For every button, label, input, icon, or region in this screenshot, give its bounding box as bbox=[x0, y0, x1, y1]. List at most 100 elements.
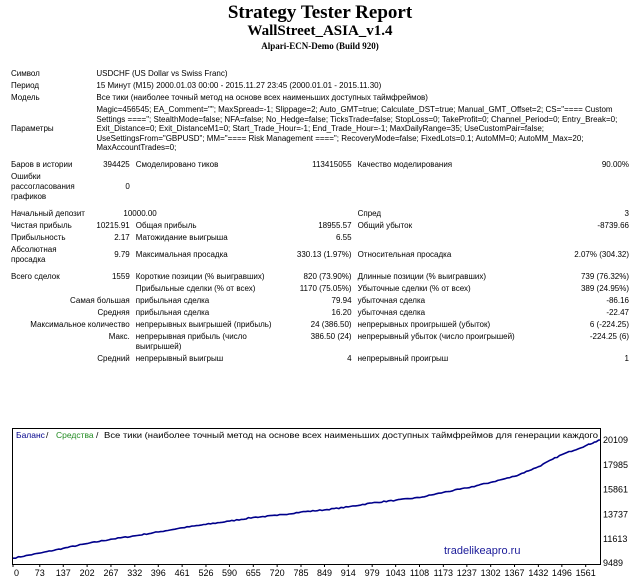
maxdd-value: 330.13 (1.97%) bbox=[296, 249, 352, 259]
y-tick-label: 9489 bbox=[603, 558, 623, 568]
row-profit-trades: Прибыльные сделки (% от всех) 1170 (75.0… bbox=[8, 283, 632, 295]
average-loss-value: -22.47 bbox=[606, 307, 629, 317]
netprofit-value: 10215.91 bbox=[96, 220, 130, 230]
maxcons-wins-value: 24 (386.50) bbox=[310, 319, 352, 329]
largest-loss-label: убыточная сделка bbox=[357, 295, 426, 305]
ticks-label: Смоделировано тиков bbox=[135, 159, 219, 169]
x-tick-label: 655 bbox=[246, 568, 261, 578]
row-bars: Баров в истории 394425 Смоделировано тик… bbox=[8, 159, 632, 171]
report-title: Strategy Tester Report bbox=[227, 2, 413, 23]
long-label: Длинные позиции (% выигравших) bbox=[357, 271, 487, 281]
bars-value: 394425 bbox=[103, 159, 130, 169]
x-tick-label: 1302 bbox=[481, 568, 501, 578]
spread-value: 3 bbox=[624, 208, 629, 218]
average-profit-label: прибыльная сделка bbox=[135, 307, 210, 317]
row-model: Модель Все тики (наиболее точный метод н… bbox=[8, 92, 632, 104]
row-errors: Ошибки рассогласования графиков 0 bbox=[8, 171, 632, 203]
legend-model-text: Все тики (наиболее точный метод на основ… bbox=[104, 430, 598, 440]
x-tick-label: 1173 bbox=[434, 568, 453, 578]
errors-value: 0 bbox=[125, 181, 130, 191]
row-deposit: Начальный депозит 10000.00 Спред 3 bbox=[8, 208, 632, 220]
row-dd: Абсолютная просадка 9.79 Максимальная пр… bbox=[8, 244, 632, 266]
quality-label: Качество моделирования bbox=[357, 159, 453, 169]
x-tick-label: 720 bbox=[270, 568, 285, 578]
trades-label: Всего сделок bbox=[11, 271, 60, 281]
grossloss-label: Общий убыток bbox=[357, 220, 413, 230]
y-tick-label: 17985 bbox=[603, 460, 628, 470]
y-tick-label: 11613 bbox=[603, 534, 627, 544]
avg-label: Средний bbox=[97, 353, 130, 363]
row-maxcount: Максимальное количество непрерывных выиг… bbox=[8, 319, 632, 331]
avgcons-wins-label: непрерывный выигрыш bbox=[135, 353, 224, 363]
average-loss-label: убыточная сделка bbox=[357, 307, 426, 317]
deposit-label: Начальный депозит bbox=[11, 208, 85, 218]
expected-value: 6.55 bbox=[336, 232, 352, 242]
maxcons-wins-label: непрерывных выигрышей (прибыль) bbox=[135, 319, 272, 329]
max-label: Макс. bbox=[108, 331, 130, 341]
x-tick-label: 396 bbox=[151, 568, 166, 578]
x-tick-label: 979 bbox=[365, 568, 380, 578]
x-axis: 0 73 137 202 267 332 396 461 526 590 655 720 785 849 9… bbox=[12, 564, 596, 578]
x-tick-label: 1496 bbox=[552, 568, 572, 578]
legend-separator: / bbox=[46, 430, 49, 440]
x-tick-label: 914 bbox=[341, 568, 356, 578]
avgcons-losses-label: непрерывный проигрыш bbox=[357, 353, 449, 363]
expected-label: Матожидание выигрыша bbox=[135, 232, 228, 242]
x-tick-label: 1367 bbox=[505, 568, 525, 578]
profit-trades-value: 1170 (75.05%) bbox=[299, 283, 352, 293]
spread-label: Спред bbox=[357, 208, 382, 218]
ticks-value: 113415055 bbox=[312, 159, 352, 169]
avgcons-losses-value: 1 bbox=[624, 353, 629, 363]
balance-chart: Баланс / Средства / Все тики (наиболее т… bbox=[12, 428, 628, 578]
y-tick-label: 15861 bbox=[603, 485, 628, 495]
legend-equity: Средства bbox=[56, 430, 94, 440]
watermark: tradelikeapro.ru bbox=[444, 545, 520, 557]
row-trades: Всего сделок 1559 Короткие позиции (% вы… bbox=[8, 271, 632, 283]
quality-value: 90.00% bbox=[601, 159, 629, 169]
grossprofit-value: 18955.57 bbox=[318, 220, 352, 230]
loss-trades-label: Убыточные сделки (% от всех) bbox=[357, 283, 471, 293]
maxcons-loss-label: непрерывный убыток (число проигрышей) bbox=[357, 331, 515, 341]
report-table: Символ USDCHF (US Dollar vs Swiss Franc)… bbox=[8, 68, 632, 365]
absdd-label: Абсолютная просадка bbox=[11, 244, 57, 264]
largest-profit-label: прибыльная сделка bbox=[135, 295, 210, 305]
maxcons-profit-value: 386.50 (24) bbox=[310, 331, 352, 341]
absdd-value: 9.79 bbox=[114, 249, 130, 259]
long-value: 739 (76.32%) bbox=[580, 271, 629, 281]
bars-label: Баров в истории bbox=[11, 159, 73, 169]
server-name: Alpari-ECN-Demo (Build 920) bbox=[261, 41, 379, 51]
x-tick-label: 849 bbox=[317, 568, 332, 578]
row-period: Период 15 Минут (M15) 2000.01.03 00:00 -… bbox=[8, 80, 632, 92]
maxcons-losses-value: 6 (-224.25) bbox=[589, 319, 629, 329]
largest-profit-value: 79.94 bbox=[331, 295, 352, 305]
reldd-label: Относительная просадка bbox=[357, 249, 452, 259]
grossloss-value: -8739.66 bbox=[597, 220, 629, 230]
y-tick-label: 20109 bbox=[603, 435, 628, 445]
x-tick-label: 1108 bbox=[410, 568, 429, 578]
maxcount-label: Максимальное количество bbox=[30, 319, 130, 329]
row-pf: Прибыльность 2.17 Матожидание выигрыша 6… bbox=[8, 232, 632, 244]
maxcons-loss-value: -224.25 (6) bbox=[589, 331, 629, 341]
x-tick-label: 785 bbox=[293, 568, 308, 578]
grossprofit-label: Общая прибыль bbox=[135, 220, 197, 230]
x-tick-label: 1043 bbox=[386, 568, 406, 578]
x-tick-label: 1561 bbox=[576, 568, 596, 578]
row-largest: Самая большая прибыльная сделка 79.94 уб… bbox=[8, 295, 632, 307]
legend-balance: Баланс bbox=[16, 430, 46, 440]
pf-label: Прибыльность bbox=[11, 232, 66, 242]
x-tick-label: 1237 bbox=[457, 568, 477, 578]
period-value: 15 Минут (M15) 2000.01.03 00:00 - 2015.1… bbox=[96, 81, 382, 90]
x-tick-label: 332 bbox=[127, 568, 142, 578]
row-average: Средняя прибыльная сделка 16.20 убыточна… bbox=[8, 307, 632, 319]
model-value: Все тики (наиболее точный метод на основ… bbox=[96, 93, 428, 102]
x-tick-label: 526 bbox=[198, 568, 213, 578]
trades-value: 1559 bbox=[111, 271, 130, 281]
symbol-label: Символ bbox=[11, 69, 40, 78]
netprofit-label: Чистая прибыль bbox=[11, 220, 72, 230]
period-label: Период bbox=[11, 81, 40, 90]
x-tick-label: 137 bbox=[56, 568, 71, 578]
balance-series-line bbox=[13, 439, 601, 559]
errors-label: Ошибки рассогласования графиков bbox=[11, 171, 75, 201]
model-label: Модель bbox=[11, 93, 40, 102]
row-netprofit: Чистая прибыль 10215.91 Общая прибыль 18… bbox=[8, 220, 632, 232]
